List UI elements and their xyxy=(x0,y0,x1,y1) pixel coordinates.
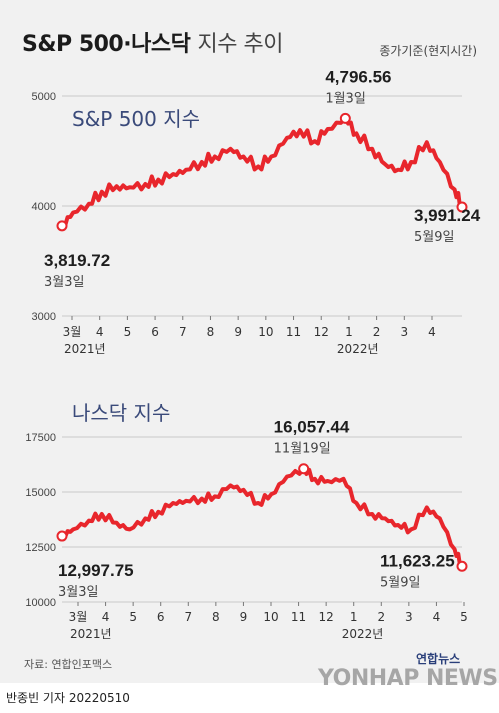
y-tick-label: 15000 xyxy=(25,487,56,499)
x-tick-label: 3월 xyxy=(69,610,88,624)
x-tick-label: 4 xyxy=(428,325,436,339)
data-label-value: 16,057.44 xyxy=(274,418,350,437)
x-tick-label: 4 xyxy=(96,325,104,339)
x-tick-label: 7 xyxy=(184,610,192,624)
x-tick-label: 3 xyxy=(405,610,413,624)
x-tick-label: 4 xyxy=(102,610,110,624)
data-label-value: 4,796.56 xyxy=(325,67,391,86)
data-label-date: 5월9일 xyxy=(380,575,420,590)
year-label-2021: 2021년 xyxy=(64,342,106,356)
x-tick-label: 6 xyxy=(157,610,165,624)
x-tick-label: 6 xyxy=(151,325,159,339)
x-tick-label: 5 xyxy=(124,325,132,339)
data-label-date: 3월3일 xyxy=(58,585,98,600)
x-tick-label: 10 xyxy=(258,325,273,339)
x-tick-label: 9 xyxy=(234,325,242,339)
yonhap-logo: 연합뉴스 xyxy=(416,652,461,666)
source-note: 자료: 연합인포맥스 xyxy=(24,658,113,671)
data-label-value: 3,991.24 xyxy=(414,206,481,225)
page-title: S&P 500·나스닥 지수 추이 xyxy=(22,32,283,57)
x-tick-label: 9 xyxy=(240,610,248,624)
data-point-marker xyxy=(56,530,68,542)
basis-note: 종가기준(현지시간) xyxy=(379,44,477,58)
x-tick-label: 12 xyxy=(319,610,334,624)
byline: 반종빈 기자 20220510 xyxy=(6,691,130,705)
data-point-marker xyxy=(456,560,468,572)
data-point-marker xyxy=(56,220,68,232)
x-tick-label: 4 xyxy=(433,610,441,624)
data-label-date: 3월3일 xyxy=(44,275,84,290)
x-tick-label: 1 xyxy=(345,325,353,339)
x-tick-label: 8 xyxy=(212,610,220,624)
x-tick-label: 12 xyxy=(314,325,329,339)
x-tick-label: 11 xyxy=(286,325,301,339)
chart-title: S&P 500 지수 xyxy=(72,107,200,131)
data-label-value: 12,997.75 xyxy=(58,561,134,580)
y-tick-label: 17500 xyxy=(25,432,56,444)
data-label-date: 5월9일 xyxy=(414,230,454,245)
x-tick-label: 1 xyxy=(350,610,358,624)
y-tick-label: 3000 xyxy=(32,311,56,323)
data-point-marker xyxy=(298,463,310,475)
chart-title: 나스닥 지수 xyxy=(72,401,170,425)
x-tick-label: 7 xyxy=(179,325,187,339)
data-label-date: 1월3일 xyxy=(325,91,365,106)
watermark: YONHAP NEWS xyxy=(318,666,498,691)
x-tick-label: 5 xyxy=(460,610,468,624)
x-tick-label: 10 xyxy=(263,610,278,624)
x-tick-label: 3월 xyxy=(63,325,82,339)
data-label-date: 11월19일 xyxy=(274,442,331,457)
x-tick-label: 2 xyxy=(377,610,385,624)
y-tick-label: 10000 xyxy=(25,597,56,609)
y-tick-label: 5000 xyxy=(32,91,56,103)
series-line-0 xyxy=(60,116,464,229)
x-tick-label: 8 xyxy=(207,325,215,339)
year-label-2021: 2021년 xyxy=(70,627,112,641)
y-tick-label: 4000 xyxy=(32,201,56,213)
y-tick-label: 12500 xyxy=(25,542,56,554)
x-tick-label: 2 xyxy=(373,325,381,339)
infographic-panel xyxy=(0,0,499,683)
data-label-value: 3,819.72 xyxy=(44,251,110,270)
year-label-2022: 2022년 xyxy=(342,627,384,641)
year-label-2022: 2022년 xyxy=(337,342,379,356)
x-tick-label: 5 xyxy=(129,610,137,624)
data-point-marker xyxy=(456,201,468,213)
series-line-1 xyxy=(60,466,464,569)
x-tick-label: 3 xyxy=(400,325,408,339)
x-tick-label: 11 xyxy=(291,610,306,624)
data-label-value: 11,623.25 xyxy=(380,551,455,570)
data-point-marker xyxy=(339,112,351,124)
